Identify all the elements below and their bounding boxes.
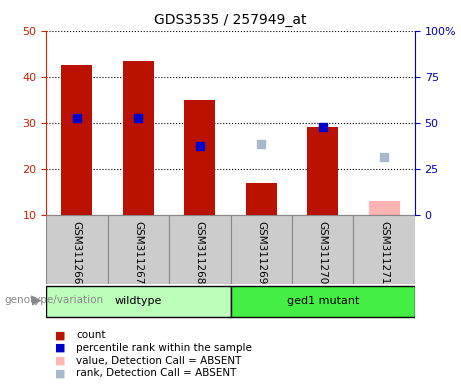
Text: ■: ■ [55,368,66,378]
Text: rank, Detection Call = ABSENT: rank, Detection Call = ABSENT [76,368,236,378]
Bar [46,215,107,284]
Text: ▶: ▶ [32,293,41,306]
Bar [184,100,215,215]
Bar [230,215,292,284]
Text: GSM311269: GSM311269 [256,220,266,284]
Text: count: count [76,330,106,340]
Text: GSM311270: GSM311270 [318,220,328,284]
Bar [107,215,169,284]
Text: percentile rank within the sample: percentile rank within the sample [76,343,252,353]
Bar [230,286,415,317]
Bar [246,183,277,215]
Text: GSM311266: GSM311266 [72,220,82,284]
Text: ■: ■ [55,356,66,366]
Text: GSM311271: GSM311271 [379,220,389,284]
Text: GSM311268: GSM311268 [195,220,205,284]
Text: ■: ■ [55,343,66,353]
Text: GSM311267: GSM311267 [133,220,143,284]
Bar [292,215,354,284]
Bar [369,201,400,215]
Bar [307,127,338,215]
Bar [61,65,92,215]
Bar [123,61,154,215]
Bar [46,286,230,317]
Bar [169,215,230,284]
Text: value, Detection Call = ABSENT: value, Detection Call = ABSENT [76,356,242,366]
Text: wildtype: wildtype [115,296,162,306]
Text: genotype/variation: genotype/variation [5,295,104,305]
Text: ged1 mutant: ged1 mutant [287,296,359,306]
Title: GDS3535 / 257949_at: GDS3535 / 257949_at [154,13,307,27]
Text: ■: ■ [55,330,66,340]
Bar [354,215,415,284]
